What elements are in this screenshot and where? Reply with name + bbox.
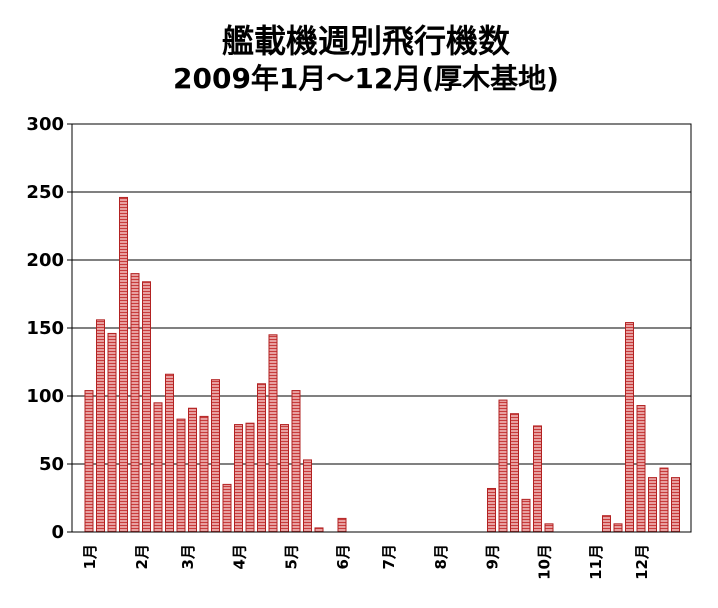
x-tick-label: 6月 bbox=[334, 544, 352, 569]
bar bbox=[303, 459, 312, 533]
y-tick-label: 100 bbox=[26, 386, 64, 407]
bar bbox=[142, 281, 151, 533]
y-axis-ticks: 0 50 100 150 200 250 300 bbox=[26, 114, 72, 543]
bar-rect bbox=[544, 523, 554, 533]
bar bbox=[498, 399, 508, 533]
y-tick-label: 150 bbox=[26, 318, 64, 339]
x-tick-label: 7月 bbox=[380, 544, 398, 569]
bar bbox=[199, 415, 209, 533]
bar-rect bbox=[487, 487, 496, 533]
y-tick-label: 50 bbox=[39, 454, 64, 475]
bar bbox=[130, 273, 140, 533]
bar bbox=[487, 487, 496, 533]
bar bbox=[280, 424, 289, 533]
bar-rect bbox=[648, 477, 657, 533]
bar-rect bbox=[211, 379, 220, 533]
bar bbox=[257, 383, 266, 533]
bar bbox=[96, 319, 105, 533]
bar-rect bbox=[153, 402, 163, 533]
bar bbox=[153, 402, 163, 533]
bar bbox=[659, 467, 669, 533]
bar bbox=[291, 390, 301, 533]
bar-rect bbox=[291, 390, 301, 533]
bar-rect bbox=[199, 415, 209, 533]
bar-rect bbox=[234, 424, 243, 533]
bar-rect bbox=[107, 332, 117, 533]
x-tick-label: 10月 bbox=[535, 544, 553, 580]
bar bbox=[268, 334, 278, 533]
bar-rect bbox=[337, 517, 347, 533]
bar bbox=[222, 483, 232, 533]
bar bbox=[211, 379, 220, 533]
bar-rect bbox=[96, 319, 105, 533]
bar-rect bbox=[257, 383, 266, 533]
bar bbox=[119, 196, 128, 533]
bar-rect bbox=[176, 418, 186, 533]
bar bbox=[107, 332, 117, 533]
bar bbox=[602, 515, 611, 533]
bar-rect bbox=[659, 467, 669, 533]
bar-rect bbox=[142, 281, 151, 533]
x-tick-label: 4月 bbox=[231, 544, 249, 569]
bar bbox=[636, 405, 646, 533]
bar-rect bbox=[498, 399, 508, 533]
grid-lines bbox=[72, 191, 691, 465]
y-tick-label: 250 bbox=[26, 182, 64, 203]
bar bbox=[188, 407, 197, 533]
chart-subtitle: 2009年1月～12月(厚木基地) bbox=[173, 62, 559, 95]
bar-rect bbox=[510, 413, 519, 533]
bar bbox=[510, 413, 519, 533]
bar-rect bbox=[130, 273, 140, 533]
x-tick-label: 8月 bbox=[432, 544, 450, 569]
y-tick-label: 0 bbox=[51, 522, 64, 543]
bar-rect bbox=[268, 334, 278, 533]
x-axis-ticks: 1月 2月 3月 4月 5月 6月 7月 8月 9月 10月 11月 12月 bbox=[81, 544, 651, 580]
bar-rect bbox=[119, 196, 128, 533]
bar-rect bbox=[280, 424, 289, 533]
chart-title: 艦載機週別飛行機数 bbox=[222, 22, 511, 60]
bar-rect bbox=[602, 515, 611, 533]
bar-rect bbox=[188, 407, 197, 533]
y-tick-label: 200 bbox=[26, 250, 64, 271]
bar-rect bbox=[84, 390, 94, 533]
bar bbox=[648, 477, 657, 533]
x-tick-label: 11月 bbox=[587, 544, 605, 580]
bar-rect bbox=[165, 373, 174, 533]
bar-rect bbox=[245, 422, 255, 533]
bar bbox=[165, 373, 174, 533]
bar bbox=[84, 390, 94, 533]
bar-rect bbox=[314, 527, 324, 533]
bar bbox=[671, 477, 680, 533]
bar bbox=[176, 418, 186, 533]
x-tick-label: 1月 bbox=[81, 544, 99, 569]
x-tick-label: 3月 bbox=[179, 544, 197, 569]
bar-rect bbox=[521, 498, 531, 533]
x-tick-label: 9月 bbox=[484, 544, 502, 569]
bar bbox=[613, 523, 623, 533]
bar-rect bbox=[303, 459, 312, 533]
bar bbox=[544, 523, 554, 533]
x-tick-label: 12月 bbox=[633, 544, 651, 580]
bar-rect bbox=[533, 425, 542, 533]
bar bbox=[337, 517, 347, 533]
bar bbox=[245, 422, 255, 533]
bar bbox=[625, 322, 634, 533]
bar-rect bbox=[625, 322, 634, 533]
bar-rect bbox=[636, 405, 646, 533]
bar bbox=[234, 424, 243, 533]
bar-rect bbox=[671, 477, 680, 533]
bar-rect bbox=[222, 483, 232, 533]
bar-rect bbox=[613, 523, 623, 533]
bar bbox=[314, 527, 324, 533]
x-tick-label: 5月 bbox=[282, 544, 300, 569]
y-tick-label: 300 bbox=[26, 114, 64, 135]
x-tick-label: 2月 bbox=[133, 544, 151, 569]
bar bbox=[521, 498, 531, 533]
bar bbox=[533, 425, 542, 533]
